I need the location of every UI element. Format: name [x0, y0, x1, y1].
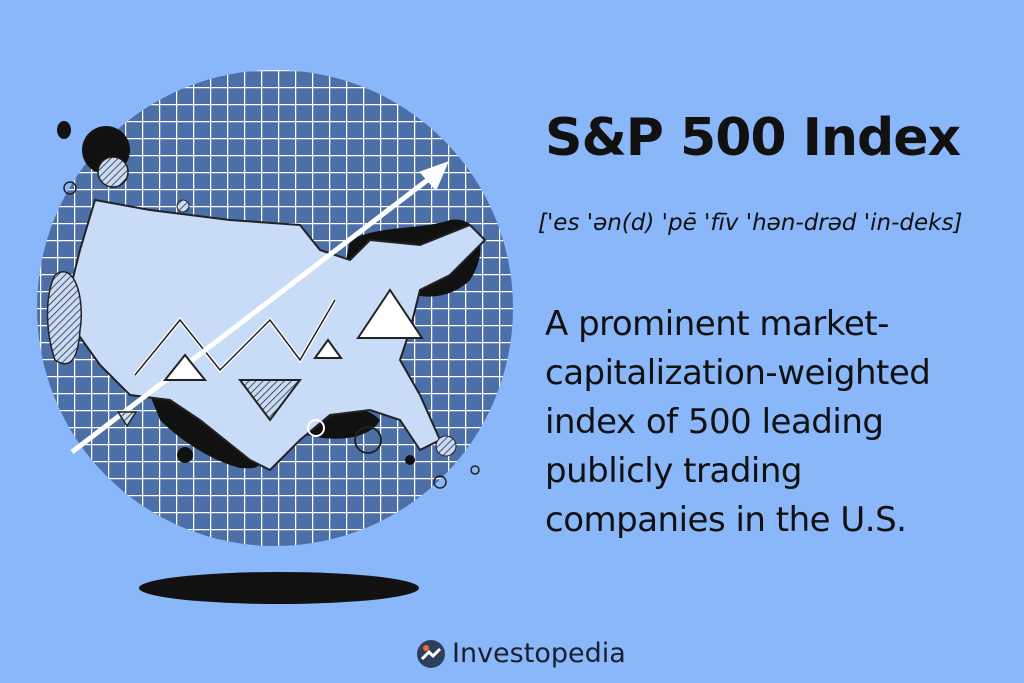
trend-arrow-icon — [70, 170, 440, 454]
shadow — [139, 572, 419, 604]
blob-southeast — [150, 394, 260, 469]
triangle-up-large — [356, 288, 424, 339]
triangle-down — [238, 379, 302, 422]
investopedia-logo: Investopedia — [416, 638, 626, 669]
page-title: S&P 500 Index — [545, 108, 961, 168]
us-map-icon — [68, 198, 487, 472]
triangle-up — [313, 338, 343, 359]
investopedia-logo-icon — [417, 639, 445, 668]
brand-name: Investopedia — [452, 638, 626, 669]
pronunciation: ['es 'ən(d) 'pē 'fīv 'hən-drəd 'in-deks] — [538, 210, 963, 236]
triangle-up — [162, 353, 208, 381]
hatched-blob — [46, 271, 82, 365]
definition: A prominent market-capitalization-weight… — [545, 304, 931, 540]
